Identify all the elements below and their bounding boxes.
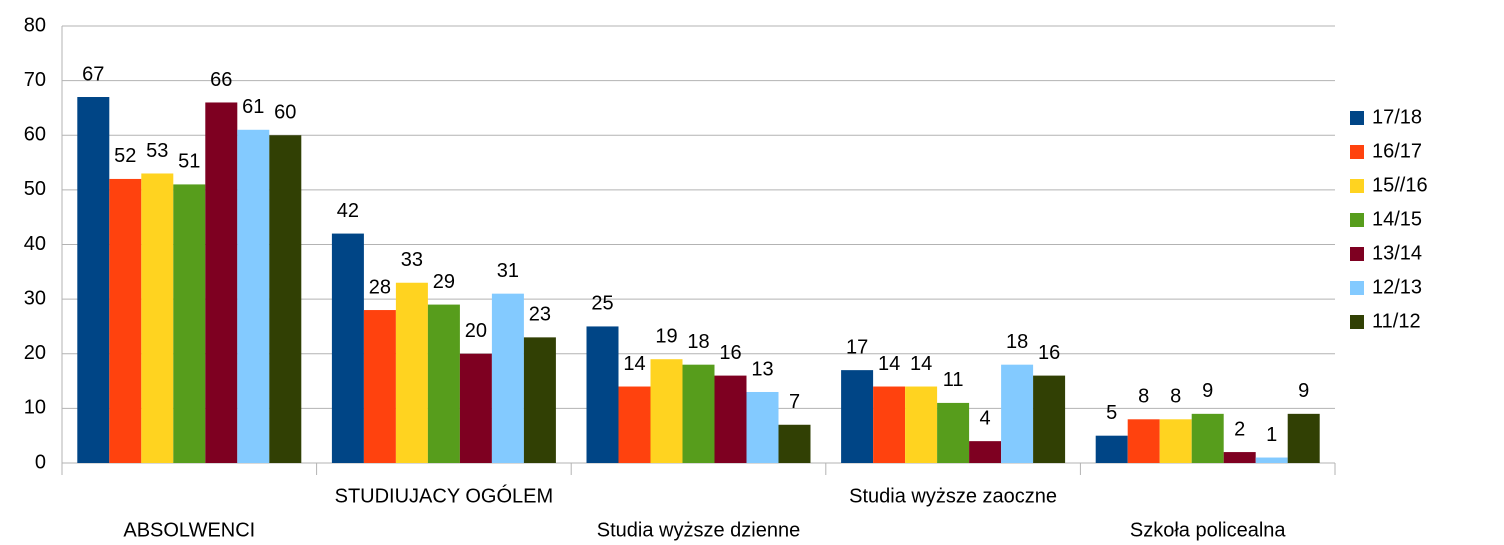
- bar: [746, 391, 779, 463]
- legend-label: 13/14: [1372, 242, 1422, 264]
- data-label: 5: [1106, 402, 1117, 424]
- legend-swatch: [1350, 213, 1364, 227]
- bar: [427, 304, 460, 463]
- bar: [937, 402, 970, 463]
- data-label: 17: [846, 336, 868, 358]
- data-label: 7: [789, 391, 800, 413]
- y-tick-label: 60: [24, 124, 46, 146]
- bar: [1255, 457, 1288, 463]
- bar: [905, 386, 938, 463]
- data-label: 29: [433, 271, 455, 293]
- data-label: 13: [751, 358, 773, 380]
- data-label: 19: [655, 325, 677, 347]
- x-tick-label: ABSOLWENCI: [123, 519, 255, 541]
- bar: [841, 370, 874, 463]
- bar: [205, 102, 238, 463]
- data-label: 25: [591, 293, 613, 315]
- bar: [1159, 419, 1192, 463]
- data-label: 2: [1234, 418, 1245, 440]
- bar: [714, 375, 747, 463]
- x-tick-label: Studia wyższe dzienne: [597, 519, 800, 541]
- bar: [77, 97, 110, 463]
- y-tick-label: 30: [24, 287, 46, 309]
- bar: [395, 282, 428, 463]
- bar: [778, 424, 811, 463]
- data-label: 11: [943, 369, 964, 391]
- y-tick-label: 70: [24, 69, 46, 91]
- bar: [1001, 364, 1034, 463]
- bar: [491, 293, 524, 463]
- data-label: 16: [1038, 342, 1060, 364]
- y-tick-label: 0: [35, 451, 46, 473]
- data-label: 14: [910, 353, 932, 375]
- bar: [1033, 375, 1066, 463]
- legend-swatch: [1350, 145, 1364, 159]
- data-label: 16: [719, 342, 741, 364]
- bar: [173, 184, 206, 463]
- data-label: 18: [687, 331, 709, 353]
- bar: [618, 386, 651, 463]
- y-tick-label: 50: [24, 178, 46, 200]
- y-tick-label: 80: [24, 14, 46, 36]
- y-tick-label: 20: [24, 342, 46, 364]
- bar: [1191, 413, 1224, 463]
- data-label: 33: [401, 249, 423, 271]
- legend-label: 17/18: [1372, 106, 1422, 128]
- data-label: 51: [178, 151, 200, 173]
- legend-label: 11/12: [1372, 310, 1421, 332]
- legend-swatch: [1350, 247, 1364, 261]
- legend-label: 12/13: [1372, 276, 1422, 298]
- legend-label: 14/15: [1372, 208, 1422, 230]
- legend-swatch: [1350, 111, 1364, 125]
- bar: [1287, 413, 1320, 463]
- data-label: 14: [878, 353, 900, 375]
- bar: [269, 135, 302, 463]
- data-label: 53: [146, 140, 168, 162]
- legend-swatch: [1350, 315, 1364, 329]
- data-label: 8: [1170, 386, 1181, 408]
- data-label: 31: [497, 260, 519, 282]
- legend-label: 16/17: [1372, 140, 1422, 162]
- legend-swatch: [1350, 179, 1364, 193]
- data-label: 52: [114, 145, 136, 167]
- bar: [650, 359, 683, 463]
- data-label: 60: [274, 102, 296, 124]
- data-label: 14: [623, 353, 645, 375]
- data-label: 67: [82, 63, 104, 85]
- bar: [363, 310, 396, 463]
- bar: [1095, 435, 1128, 463]
- y-tick-label: 10: [24, 397, 46, 419]
- data-label: 23: [529, 304, 551, 326]
- legend-swatch: [1350, 281, 1364, 295]
- data-label: 42: [337, 200, 359, 222]
- data-label: 1: [1266, 424, 1277, 446]
- data-label: 9: [1202, 380, 1213, 402]
- data-label: 8: [1138, 386, 1149, 408]
- bar: [141, 173, 174, 464]
- bar: [1223, 452, 1256, 463]
- x-tick-label: Studia wyższe zaoczne: [849, 485, 1057, 507]
- bar: [873, 386, 906, 463]
- bar: [682, 364, 715, 463]
- data-label: 28: [369, 276, 391, 298]
- bar: [586, 326, 619, 463]
- bar: [237, 129, 270, 463]
- data-label: 18: [1006, 331, 1028, 353]
- data-label: 61: [242, 96, 264, 118]
- data-label: 9: [1298, 380, 1309, 402]
- bar: [459, 353, 492, 463]
- legend-label: 15//16: [1372, 174, 1428, 196]
- x-tick-label: STUDIUJACY OGÓLEM: [335, 484, 554, 507]
- data-label: 66: [210, 69, 232, 91]
- bar: [109, 178, 142, 463]
- x-tick-label: Szkoła policealna: [1130, 519, 1287, 541]
- data-label: 4: [980, 407, 991, 429]
- y-tick-label: 40: [24, 233, 46, 255]
- bar: [969, 441, 1002, 463]
- bar: [523, 337, 556, 463]
- bar: [1127, 419, 1160, 463]
- bar: [331, 233, 364, 463]
- data-label: 20: [465, 320, 487, 342]
